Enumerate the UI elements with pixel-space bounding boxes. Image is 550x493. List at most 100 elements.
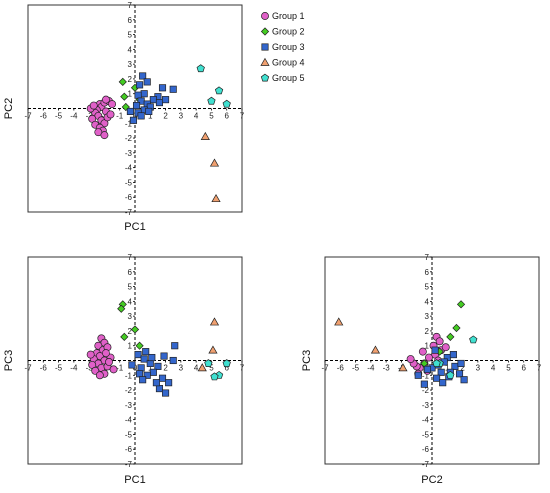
x-tick-label: 6 [521,364,526,373]
data-point [120,92,129,101]
data-point [439,379,447,387]
x-tick-label: 4 [491,364,496,373]
data-point [132,101,141,110]
x-tick-label: -5 [55,112,63,121]
legend-marker [260,57,270,66]
legend-label: Group 1 [272,11,305,21]
x-tick-label: 6 [224,112,229,121]
y-tick-label: -2 [125,134,133,143]
x-tick-label: -6 [337,364,345,373]
data-point [214,86,224,95]
y-tick-label: 3 [128,312,133,321]
series-group-1 [86,95,117,140]
y-tick-label: -4 [125,416,133,425]
data-point [209,158,220,167]
x-tick-label: -1 [116,112,124,121]
data-point [126,107,134,116]
y-tick-label: -6 [125,193,133,202]
data-point [424,353,433,362]
x-tick-label: -3 [383,364,391,373]
series-group-5 [204,359,231,381]
y-tick-label: -2 [125,386,133,395]
data-point [140,355,148,363]
x-tick-label: -7 [321,364,329,373]
x-tick-label: -3 [86,364,94,373]
x-tick-label: 6 [224,364,229,373]
legend-item: Group 5 [260,73,305,83]
y-tick-label: 6 [128,16,133,25]
x-tick-label: -5 [55,364,63,373]
data-point [109,365,118,374]
y-tick-label: 7 [128,253,133,262]
data-point [398,363,408,372]
data-point [200,131,210,140]
y-axis-label: PC3 [3,350,15,371]
data-point [140,90,148,98]
data-point [446,370,455,379]
data-point [120,332,129,341]
y-tick-label: -5 [125,178,133,187]
legend-label: Group 2 [272,27,305,37]
x-tick-label: 7 [240,112,245,121]
data-point [139,376,147,384]
x-axis-label: PC1 [124,221,145,233]
data-point [441,343,450,352]
y-tick-label: 2 [128,75,133,84]
x-tick-label: 4 [194,364,199,373]
x-tick-label: -3 [86,112,94,121]
series-group-5 [196,64,231,108]
series-group-5 [432,335,478,379]
data-point [423,365,431,373]
data-point [451,362,459,370]
data-point [135,341,144,350]
y-tick-label: -3 [422,401,430,410]
y-tick-label: 4 [128,297,133,306]
series-group-2 [117,300,144,350]
series-group-3 [126,72,177,124]
y-tick-label: -4 [422,416,430,425]
data-point [95,371,104,380]
x-axis-label: PC1 [124,474,145,486]
y-tick-label: -3 [125,149,133,158]
x-tick-label: 2 [163,112,168,121]
y-tick-label: 2 [128,327,133,336]
x-tick-label: 2 [460,364,465,373]
y-tick-label: -7 [125,460,133,469]
data-point [211,193,221,203]
data-point [158,374,167,382]
y-tick-label: 7 [128,1,133,10]
data-point [139,72,147,80]
data-point [152,379,160,387]
data-point [158,84,167,92]
data-point [455,370,464,378]
data-point [169,85,177,93]
x-tick-label: -5 [352,364,360,373]
y-tick-label: 1 [128,90,133,99]
data-point [196,64,205,73]
data-point [102,349,110,358]
data-point [469,335,478,344]
y-tick-label: -7 [422,460,430,469]
y-tick-label: 5 [128,283,133,292]
data-point [137,364,145,372]
data-point [136,370,144,378]
data-point [446,332,455,341]
data-point [420,380,428,388]
x-tick-label: -7 [24,364,32,373]
series-group-3 [128,342,179,397]
x-tick-label: 1 [148,364,153,373]
legend-label: Group 3 [272,42,305,52]
legend-marker [261,12,269,20]
y-tick-label: 3 [128,60,133,69]
y-tick-label: 1 [425,342,430,351]
data-point [460,376,468,384]
x-tick-label: -6 [40,112,48,121]
data-point [129,116,138,124]
data-point [431,346,439,354]
x-tick-label: 3 [179,112,184,121]
x-tick-label: -1 [116,364,124,373]
data-point [162,389,170,397]
x-tick-label: 2 [163,364,168,373]
y-tick-label: 6 [128,268,133,277]
